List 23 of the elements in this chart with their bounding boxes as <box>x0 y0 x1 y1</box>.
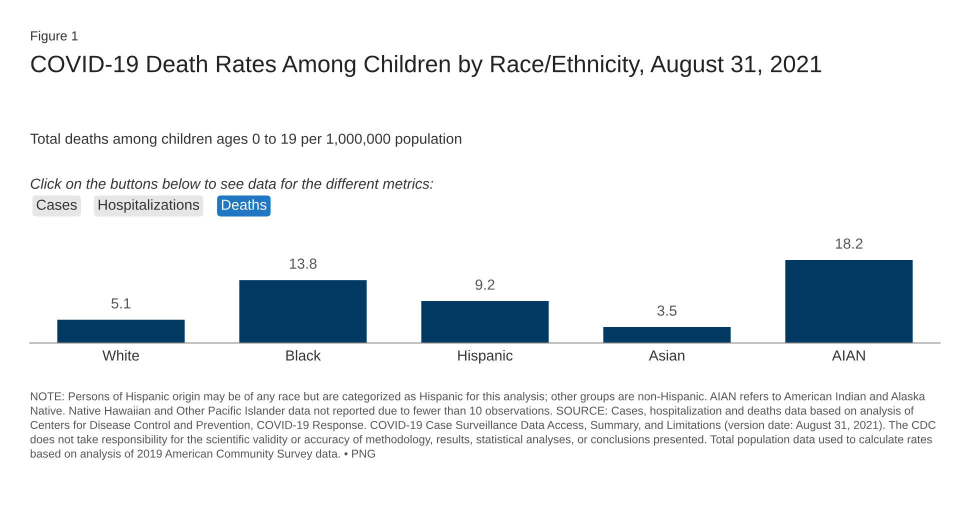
x-tick-label: Black <box>286 350 321 361</box>
bar <box>421 301 549 343</box>
x-tick-label: Hispanic <box>458 350 513 364</box>
x-tick-label: Asian <box>648 350 684 361</box>
chart-title: COVID-19 Death Rates Among Children by Race/Ethnicity, August 31, 2021 <box>31 55 822 78</box>
bar <box>603 327 731 343</box>
text: Cases <box>36 200 77 210</box>
data-label: 13.8 <box>290 258 317 269</box>
text: Click on the buttons below to see data for the different metrics: <box>30 178 434 189</box>
caption: Figure 1 <box>31 30 78 44</box>
x-tick-label: AIAN <box>832 350 865 361</box>
bar <box>239 280 367 343</box>
text: Deaths <box>222 199 266 210</box>
data-label: 5.1 <box>111 298 130 309</box>
data-label: 9.2 <box>476 280 494 290</box>
chart-subtitle: Total deaths among children ages 0 to 19 per 1,000,000 population <box>30 133 462 147</box>
bar <box>785 260 913 343</box>
text: NOTE: Persons of Hispanic origin may be of any race but are categorized as Hispanic for this analysis; other groups are non-Hispanic. AIAN refers to American Indian and Alaska Native. Native Hawaiian and Other Pacific Islander data not reported due to fewer than 10 observations. SOURCE: Cases, hospitalization and deaths data based on analysis of Centers for Disease Control and Prevention, COVID-19 Response. COVID-19 Case Surveillance Data Access, Summary, and Limitations (version date: August 31, 2021). The CDC does not take responsibility for the scientific validity or accuracy of methodology, results, statistical analyses, or conclusions presented. Total population data used to calculate rates based on analysis of 2019 American Community Survey data. • PNG <box>30 392 936 460</box>
bar <box>57 320 185 343</box>
data-label: 3.5 <box>657 305 677 316</box>
text: Hospitalizations <box>98 199 200 213</box>
data-label: 18.2 <box>836 238 862 249</box>
x-tick-label: White <box>102 350 139 361</box>
